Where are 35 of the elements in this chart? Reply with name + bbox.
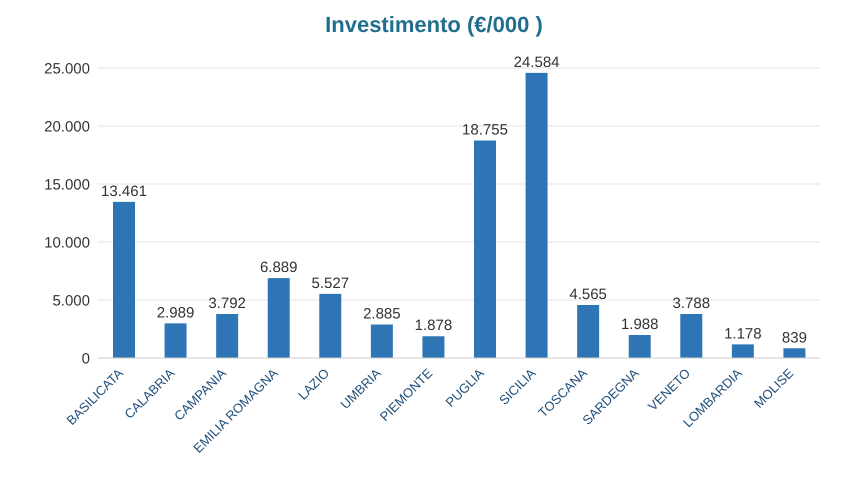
bar bbox=[577, 305, 600, 358]
bar bbox=[370, 324, 393, 358]
bar bbox=[526, 72, 548, 358]
y-tick-label: 20.000 bbox=[44, 118, 90, 136]
data-label: 4.565 bbox=[569, 286, 607, 304]
y-tick-label: 10.000 bbox=[44, 234, 90, 252]
data-label: 1.878 bbox=[414, 317, 452, 334]
bar bbox=[732, 344, 754, 358]
bar bbox=[268, 278, 290, 358]
y-tick-label: 15.000 bbox=[44, 176, 90, 194]
data-label: 1.988 bbox=[620, 316, 658, 333]
bar bbox=[783, 348, 806, 358]
data-label: 13.461 bbox=[101, 182, 147, 200]
y-tick-label: 5.000 bbox=[52, 292, 90, 310]
bar bbox=[164, 323, 187, 358]
data-label: 3.788 bbox=[672, 295, 710, 312]
data-label: 839 bbox=[782, 329, 807, 346]
bar bbox=[216, 314, 238, 358]
bar bbox=[422, 336, 444, 358]
data-label: 2.885 bbox=[363, 306, 401, 323]
bar bbox=[474, 140, 496, 358]
data-label: 24.584 bbox=[514, 54, 560, 71]
bar bbox=[680, 314, 702, 358]
data-label: 2.989 bbox=[156, 304, 194, 322]
chart-title: Investimento (€/000 ) bbox=[324, 12, 544, 39]
data-label: 3.792 bbox=[208, 295, 246, 312]
data-label: 5.527 bbox=[312, 274, 350, 292]
y-tick-label: 0 bbox=[82, 350, 90, 368]
bar bbox=[319, 294, 342, 358]
y-tick-label: 25.000 bbox=[44, 60, 90, 78]
data-label: 6.889 bbox=[260, 259, 298, 276]
data-label: 1.178 bbox=[724, 325, 762, 342]
bar bbox=[113, 202, 135, 358]
bar bbox=[628, 334, 651, 358]
data-label: 18.755 bbox=[462, 121, 508, 138]
